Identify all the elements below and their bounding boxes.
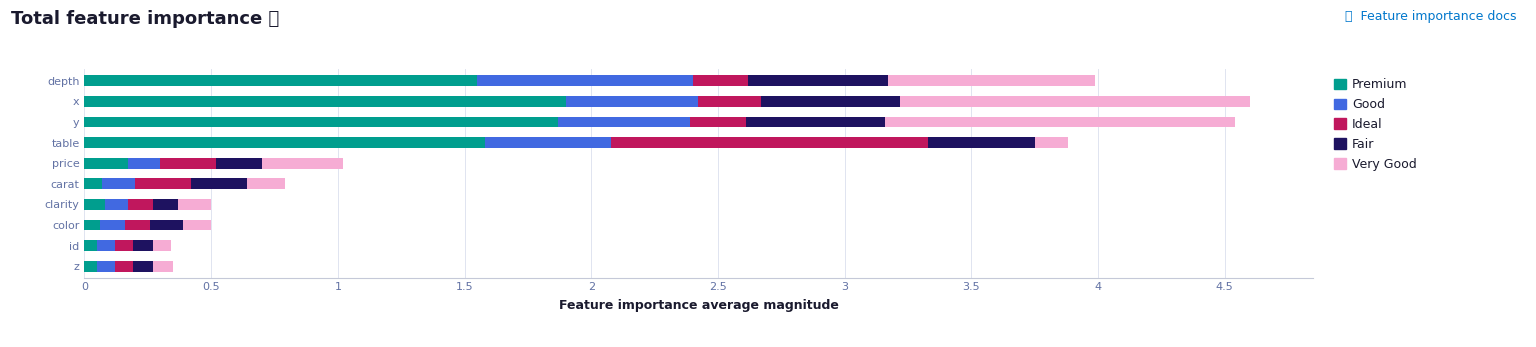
Bar (84, 220, 100, 230)
Bar (84, 199, 104, 210)
Text: Total feature importance ⓘ: Total feature importance ⓘ (11, 10, 280, 28)
Bar (135, 178, 190, 189)
Bar (104, 199, 127, 210)
Bar (885, 117, 1235, 127)
Bar (888, 75, 1095, 86)
Bar (928, 137, 1035, 148)
Bar (127, 158, 160, 169)
Bar (100, 220, 124, 230)
X-axis label: Feature importance average magnitude: Feature importance average magnitude (559, 299, 839, 312)
Bar (261, 158, 343, 169)
Bar (84, 137, 485, 148)
Text: ⓘ  Feature importance docs: ⓘ Feature importance docs (1344, 10, 1516, 23)
Legend: Premium, Good, Ideal, Fair, Very Good: Premium, Good, Ideal, Fair, Very Good (1332, 76, 1419, 173)
Bar (693, 75, 748, 86)
Bar (132, 261, 154, 272)
Bar (1035, 137, 1068, 148)
Bar (97, 261, 115, 272)
Bar (84, 240, 97, 251)
Bar (115, 240, 132, 251)
Bar (154, 240, 170, 251)
Bar (84, 75, 478, 86)
Bar (154, 261, 174, 272)
Bar (558, 117, 690, 127)
Bar (132, 240, 154, 251)
Bar (478, 75, 693, 86)
Bar (697, 96, 760, 107)
Bar (217, 158, 261, 169)
Bar (84, 261, 97, 272)
Bar (183, 220, 210, 230)
Bar (124, 220, 151, 230)
Bar (178, 199, 210, 210)
Bar (115, 261, 132, 272)
Bar (746, 117, 885, 127)
Bar (160, 158, 217, 169)
Bar (84, 158, 127, 169)
Bar (190, 178, 247, 189)
Bar (97, 240, 115, 251)
Bar (748, 75, 888, 86)
Bar (690, 117, 746, 127)
Bar (760, 96, 900, 107)
Bar (900, 96, 1250, 107)
Bar (247, 178, 284, 189)
Bar (154, 199, 178, 210)
Bar (565, 96, 697, 107)
Bar (84, 178, 103, 189)
Bar (151, 220, 183, 230)
Bar (103, 178, 135, 189)
Bar (84, 96, 565, 107)
Bar (127, 199, 154, 210)
Bar (485, 137, 611, 148)
Bar (84, 117, 558, 127)
Bar (611, 137, 928, 148)
